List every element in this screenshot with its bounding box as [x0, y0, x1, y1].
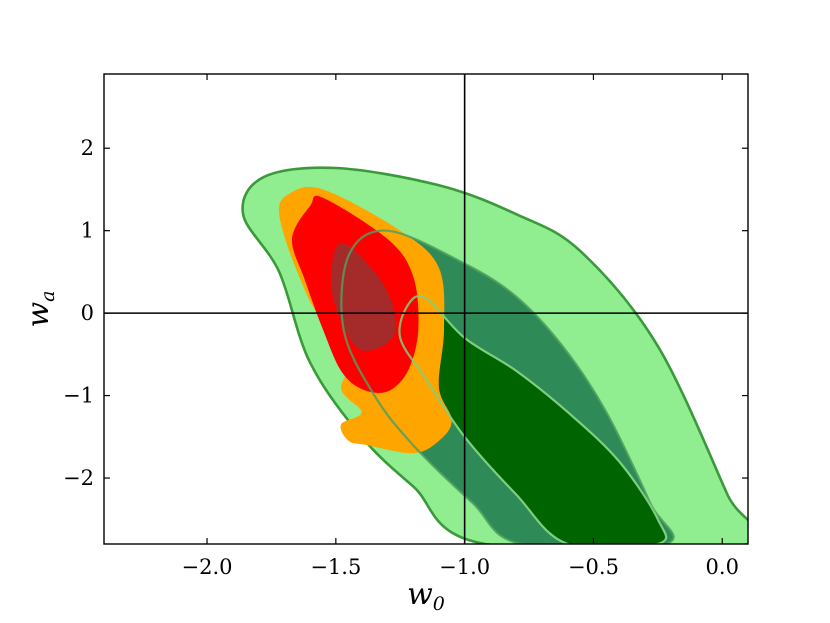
y-axis-label-main: w — [21, 302, 56, 328]
reference-lines — [104, 74, 748, 544]
y-axis-label: wa — [21, 290, 59, 327]
plot-frame — [103, 73, 749, 545]
y-tick-label: 0 — [81, 301, 94, 325]
y-tick-label: 1 — [81, 219, 94, 243]
x-axis-label: w0 — [407, 577, 445, 615]
tick-marks — [104, 74, 748, 544]
y-tick-label: −2 — [63, 466, 94, 490]
contour-outline-green-inner — [398, 294, 668, 544]
x-tick-label: −0.5 — [568, 555, 619, 579]
x-axis-label-main: w — [407, 577, 433, 612]
x-tick-label: −1.0 — [439, 555, 490, 579]
y-axis-label-sub: a — [37, 290, 59, 301]
x-tick-label: 0.0 — [706, 555, 739, 579]
contour-brown-inner — [330, 242, 396, 351]
contour-layer — [241, 166, 748, 544]
x-tick-label: −1.5 — [310, 555, 361, 579]
y-tick-label: 2 — [81, 136, 94, 160]
x-axis-label-sub: 0 — [433, 593, 445, 615]
tick-labels: −2.0 −1.5 −1.0 −0.5 0.0 2 1 0 −1 −2 — [63, 136, 739, 579]
x-tick-label: −2.0 — [182, 555, 233, 579]
contour-outline-green-68 — [340, 229, 675, 544]
y-tick-label: −1 — [63, 384, 94, 408]
